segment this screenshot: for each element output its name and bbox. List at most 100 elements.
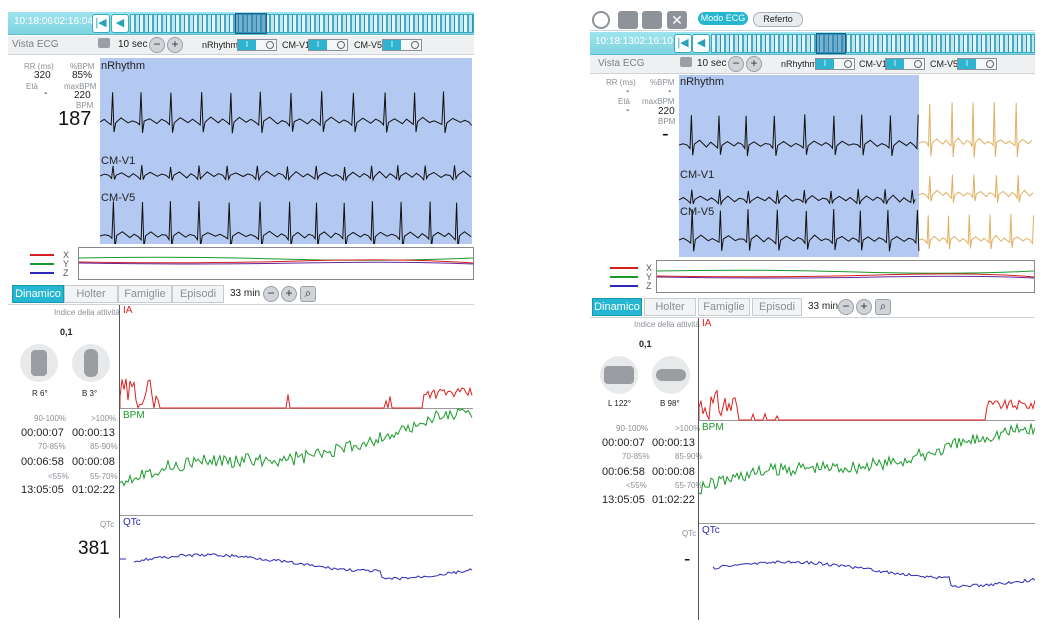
zone-label: <55%	[626, 481, 647, 490]
play-back-icon[interactable]: ◀	[692, 34, 710, 53]
save-icon[interactable]	[642, 11, 662, 29]
camera-icon[interactable]	[680, 57, 692, 67]
zone-value: 01:02:22	[72, 484, 115, 496]
close-icon[interactable]: ✕	[667, 11, 687, 29]
tab-holter[interactable]: Holter	[644, 298, 696, 316]
maxbpm-value: 220	[74, 90, 91, 101]
qtc-trend-line	[712, 560, 1035, 588]
ia-trend-line	[120, 378, 473, 409]
skip-start-icon[interactable]: |◀	[92, 14, 110, 33]
zoom-out-button[interactable]: −	[838, 299, 854, 315]
tab-famiglie[interactable]: Famiglie	[698, 298, 750, 316]
lead-toggle-cmv1[interactable]: I	[308, 39, 348, 51]
activity-label: Indice della attività	[634, 320, 700, 329]
zoom-in-button[interactable]: +	[281, 286, 297, 302]
maxbpm-label: maxBPM	[642, 97, 675, 106]
qtc-label: QTc	[682, 529, 697, 538]
ecg-replay-trace	[918, 213, 1034, 250]
posture-angle-2: B 3°	[82, 389, 98, 398]
qtc-chart-label: QTc	[702, 525, 720, 536]
zone-value: 00:00:13	[72, 427, 115, 439]
ia-chart-label: IA	[702, 318, 712, 329]
lead-toggle-cmv5[interactable]: I	[957, 58, 997, 70]
tab-holter[interactable]: Holter	[64, 285, 118, 303]
search-icon[interactable]: ⌕	[300, 286, 316, 302]
zoom-in-button[interactable]: +	[167, 37, 183, 53]
z-label: Z	[63, 268, 69, 278]
trend-charts[interactable]: IA BPM QTc	[698, 318, 1035, 620]
ecg-waveforms	[100, 91, 472, 244]
right-ecg-viewer: ✕ Modo ECG Referto 10:18:13 02:16:10 |◀ …	[590, 0, 1035, 620]
y-label: Y	[646, 272, 653, 282]
ecg-strip[interactable]: nRhythm CM-V1 CM-V5	[100, 58, 472, 244]
trend-charts[interactable]: IA BPM QTc	[119, 305, 473, 618]
lead-toggle-label: nRhythm	[781, 59, 818, 69]
timeline-elapsed-time: 02:16:10	[634, 36, 673, 47]
lead-toggle-label: CM-V1	[859, 59, 888, 69]
timeline-strip[interactable]	[130, 13, 474, 34]
tab-dinamico[interactable]: Dinamico	[592, 298, 642, 316]
export-icon[interactable]	[618, 11, 638, 29]
modo-ecg-button[interactable]: Modo ECG	[698, 12, 748, 25]
lead-label: CM-V5	[101, 192, 136, 204]
bpm-trend-line	[120, 407, 473, 487]
activity-value: 0,1	[60, 327, 73, 337]
qtc-label: QTc	[100, 520, 115, 529]
ecg-strip[interactable]	[679, 75, 919, 257]
timeline-strip[interactable]	[711, 33, 1035, 54]
maxbpm-value: 220	[658, 106, 675, 117]
divider	[590, 317, 1035, 318]
z-legend-line	[610, 285, 638, 287]
vista-label: Vista ECG	[12, 39, 59, 50]
zone-value: 00:06:58	[21, 456, 64, 468]
bpm-chart-label: BPM	[123, 410, 145, 421]
zoom-in-button[interactable]: +	[856, 299, 872, 315]
tab-famiglie[interactable]: Famiglie	[118, 285, 172, 303]
qtc-value: 381	[78, 538, 110, 559]
play-back-icon[interactable]: ◀	[111, 14, 129, 33]
skip-start-icon[interactable]: |◀	[674, 34, 692, 53]
zoom-in-button[interactable]: +	[746, 56, 762, 72]
search-icon[interactable]: ⌕	[875, 299, 891, 315]
zoom-out-button[interactable]: −	[149, 37, 165, 53]
divider	[590, 30, 1035, 31]
zoom-out-button[interactable]: −	[263, 286, 279, 302]
x-label: X	[63, 250, 70, 260]
posture-torso-icon	[20, 344, 58, 382]
tab-episodi[interactable]: Episodi	[172, 285, 224, 303]
tab-dinamico[interactable]: Dinamico	[12, 285, 64, 303]
lead-toggle-nrhythm[interactable]: I	[815, 58, 855, 70]
lead-toggle-label: nRhythm	[202, 40, 239, 50]
pbpm-label: %BPM	[70, 62, 95, 71]
rr-label: RR (ms)	[24, 62, 54, 71]
ia-trend-line	[699, 389, 1035, 421]
divider	[120, 515, 473, 516]
lead-toggle-cmv1[interactable]: I	[885, 58, 925, 70]
timeline-cursor[interactable]	[235, 13, 267, 34]
zoom-level: 33 min	[808, 301, 839, 312]
zone-label: >100%	[91, 414, 117, 423]
zone-label: <55%	[48, 472, 69, 481]
zoom-out-button[interactable]: −	[728, 56, 744, 72]
zone-value: 00:00:07	[602, 437, 645, 449]
timeline-cursor[interactable]	[816, 33, 846, 54]
zone-label: 90-100%	[34, 414, 67, 423]
ecg-trace-nrhythm	[100, 91, 472, 134]
qtc-value: -	[684, 549, 691, 570]
lead-label: CM-V1	[680, 169, 715, 181]
referto-button[interactable]: Referto	[753, 12, 803, 27]
vista-label: Vista ECG	[598, 58, 645, 69]
xyz-plot	[78, 247, 474, 280]
bpm-label: BPM	[76, 101, 94, 110]
lead-toggle-cmv5[interactable]: I	[382, 39, 422, 51]
lead-toggle-nrhythm[interactable]: I	[237, 39, 277, 51]
y-label: Y	[63, 259, 70, 269]
rr-value: -	[626, 86, 630, 97]
x-legend-line	[610, 267, 638, 269]
ecg-trace-cmv5	[679, 208, 920, 252]
clock-icon[interactable]	[592, 11, 610, 29]
tab-episodi[interactable]: Episodi	[752, 298, 802, 316]
camera-icon[interactable]	[98, 38, 110, 48]
zone-label: 85-90%	[90, 442, 118, 451]
lead-toggle-label: CM-V1	[282, 40, 311, 50]
